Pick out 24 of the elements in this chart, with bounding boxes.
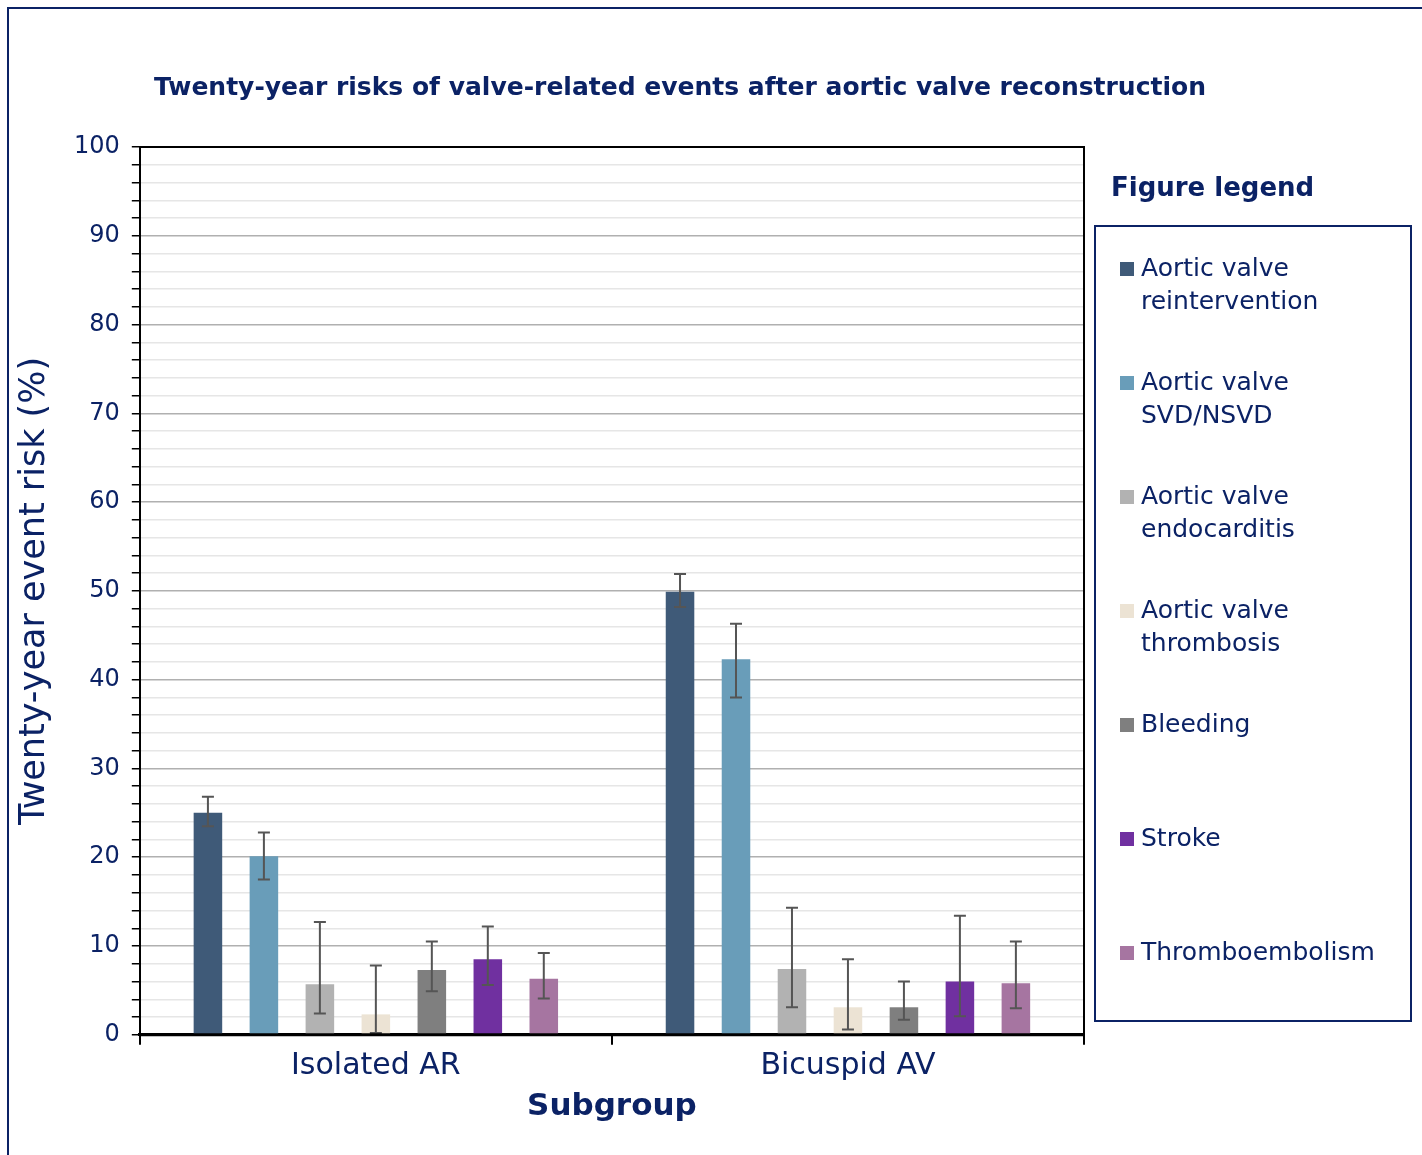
legend-label: Stroke	[1141, 822, 1222, 854]
y-tick-label: 50	[89, 575, 120, 604]
legend-label: Bleeding	[1141, 708, 1252, 740]
chart-title: Twenty-year risks of valve-related events after aortic valve reconstruction	[153, 72, 1207, 101]
y-tick-label: 80	[89, 308, 120, 337]
legend-label: Aortic valve reintervention	[1141, 252, 1320, 317]
x-tick-label: Isolated AR	[291, 1045, 461, 1081]
x-axis-title: Subgroup	[527, 1086, 697, 1123]
y-tick-label: 20	[89, 841, 120, 870]
y-tick-label: 10	[89, 930, 120, 959]
legend-label: Aortic valve endocarditis	[1141, 480, 1296, 545]
y-tick-label: 90	[89, 220, 120, 249]
y-tick-label: 70	[89, 397, 120, 426]
y-tick-label: 60	[89, 486, 120, 515]
y-tick-label: 100	[74, 131, 120, 160]
y-tick-label: 40	[89, 663, 120, 692]
legend-label: Aortic valve SVD/NSVD	[1141, 366, 1290, 431]
legend-label: Thromboembolism	[1141, 936, 1376, 968]
x-tick-label: Bicuspid AV	[760, 1045, 936, 1081]
legend-label: Aortic valve thrombosis	[1141, 594, 1290, 659]
y-tick-label: 30	[89, 752, 120, 781]
legend-title: Figure legend	[1111, 172, 1315, 202]
y-axis-title: Twenty-year event risk (%)	[12, 356, 53, 826]
y-tick-label: 0	[104, 1019, 120, 1048]
